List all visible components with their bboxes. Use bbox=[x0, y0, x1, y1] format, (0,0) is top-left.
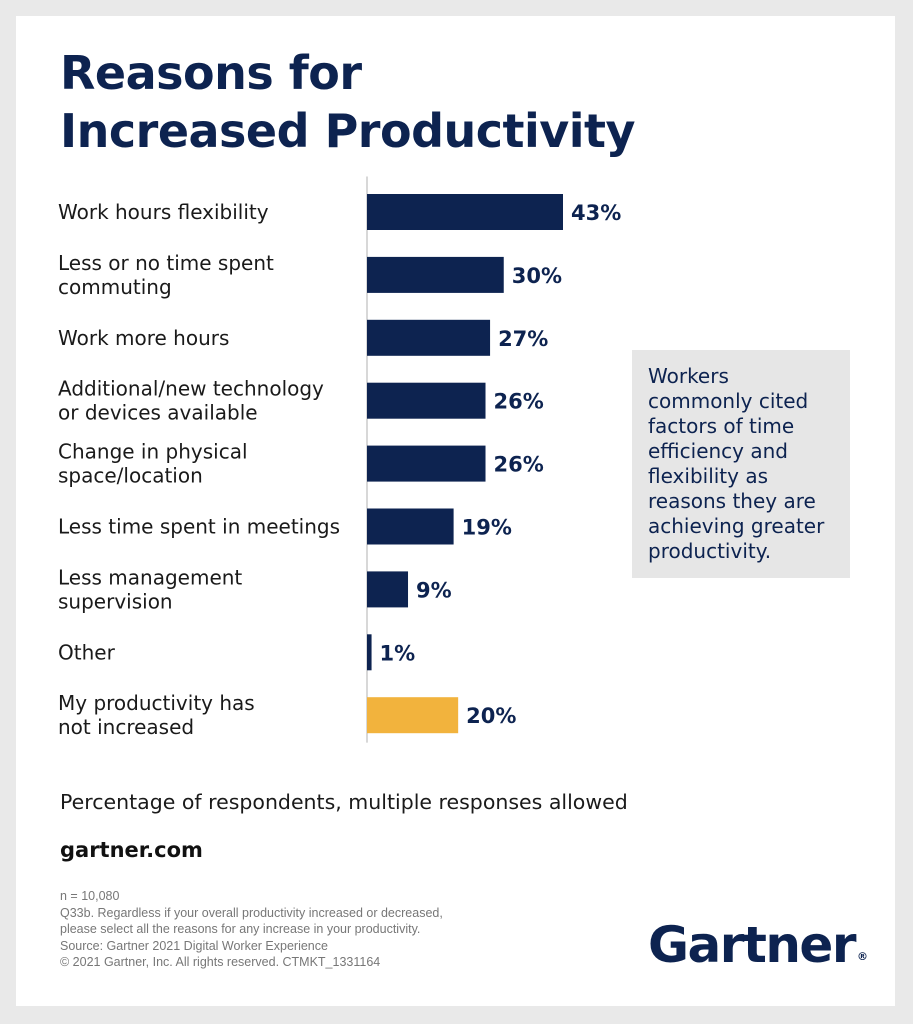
bar bbox=[367, 194, 563, 230]
bar-value-label: 1% bbox=[380, 641, 416, 665]
logo-text: Gartner bbox=[648, 916, 857, 974]
bar bbox=[367, 256, 504, 293]
bar bbox=[367, 382, 486, 419]
category-label: Change in physical space/location bbox=[58, 440, 248, 488]
bar bbox=[367, 697, 459, 734]
category-label-line: supervision bbox=[58, 589, 173, 613]
category-label-line: Work more hours bbox=[58, 326, 229, 350]
category-label-line: Less or no time spent bbox=[58, 251, 274, 275]
callout-line: productivity. bbox=[648, 539, 772, 563]
category-label-line: commuting bbox=[58, 275, 172, 299]
bar-value-label: 26% bbox=[494, 390, 544, 414]
chart-title-line-1: Reasons for bbox=[60, 46, 362, 100]
callout-line: reasons they are bbox=[648, 489, 816, 513]
category-label-line: My productivity has bbox=[58, 691, 255, 715]
category-label: Less time spent in meetings bbox=[58, 515, 340, 539]
bar-value-label: 19% bbox=[462, 516, 512, 540]
category-label-line: Other bbox=[58, 640, 116, 664]
bar bbox=[367, 571, 409, 608]
callout-line: commonly cited bbox=[648, 389, 809, 413]
category-label: Work more hours bbox=[58, 326, 229, 350]
gartner-logo: Gartner ® bbox=[648, 916, 868, 974]
bar bbox=[367, 319, 491, 356]
category-label-line: space/location bbox=[58, 464, 203, 488]
bar-value-label: 43% bbox=[571, 201, 621, 225]
callout-line: flexibility as bbox=[648, 464, 769, 488]
footnotes: n = 10,080 Q33b. Regardless if your over… bbox=[60, 888, 580, 971]
footnote-line: © 2021 Gartner, Inc. All rights reserved… bbox=[60, 955, 381, 969]
bar-value-label: 20% bbox=[466, 704, 516, 728]
callout-line: Workers bbox=[648, 364, 729, 388]
footnote-line: n = 10,080 bbox=[60, 889, 120, 903]
category-label-line: Additional/new technology bbox=[58, 377, 324, 401]
bar-value-label: 30% bbox=[512, 264, 562, 288]
callout-line: efficiency and bbox=[648, 439, 788, 463]
category-label: Additional/new technology or devices avai… bbox=[58, 377, 324, 425]
chart-caption: Percentage of respondents, multiple resp… bbox=[60, 790, 628, 814]
category-label-line: Change in physical bbox=[58, 440, 248, 464]
bar-value-label: 27% bbox=[498, 327, 548, 351]
bar bbox=[367, 445, 486, 482]
bar-chart: 43% Work hours flexibility 30% Less or no t… bbox=[58, 176, 621, 743]
chart-title-line-2: Increased Productivity bbox=[60, 104, 636, 158]
bar bbox=[367, 508, 454, 545]
category-label-line: Less time spent in meetings bbox=[58, 515, 340, 539]
category-label-line: Less management bbox=[58, 565, 242, 589]
category-label: Less or no time spent commuting bbox=[58, 251, 274, 299]
callout-line: achieving greater bbox=[648, 514, 825, 538]
category-label: Work hours flexibility bbox=[58, 200, 269, 224]
bar-value-label: 9% bbox=[416, 578, 452, 602]
category-label: Less management supervision bbox=[58, 565, 242, 613]
footnote-line: please select all the reasons for any in… bbox=[60, 922, 421, 936]
footnote-line: Source: Gartner 2021 Digital Worker Expe… bbox=[60, 938, 328, 953]
registered-mark: ® bbox=[857, 950, 869, 963]
category-label-line: or devices available bbox=[58, 401, 258, 425]
bar-value-label: 26% bbox=[494, 453, 544, 477]
chart-title: Reasons for Increased Productivity bbox=[60, 44, 820, 160]
category-label: My productivity has not increased bbox=[58, 691, 255, 739]
infographic-card: Reasons for Increased Productivity 43% Wo… bbox=[16, 16, 895, 1006]
website-link[interactable]: gartner.com bbox=[60, 838, 203, 862]
callout-line: factors of time bbox=[648, 414, 795, 438]
footnote-line: Q33b. Regardless if your overall product… bbox=[60, 905, 443, 920]
category-label-line: not increased bbox=[58, 715, 194, 739]
category-label: Other bbox=[58, 640, 116, 664]
category-label-line: Work hours flexibility bbox=[58, 200, 269, 224]
callout-box: Workers commonly cited factors of time e… bbox=[632, 350, 850, 578]
bar bbox=[367, 634, 372, 671]
